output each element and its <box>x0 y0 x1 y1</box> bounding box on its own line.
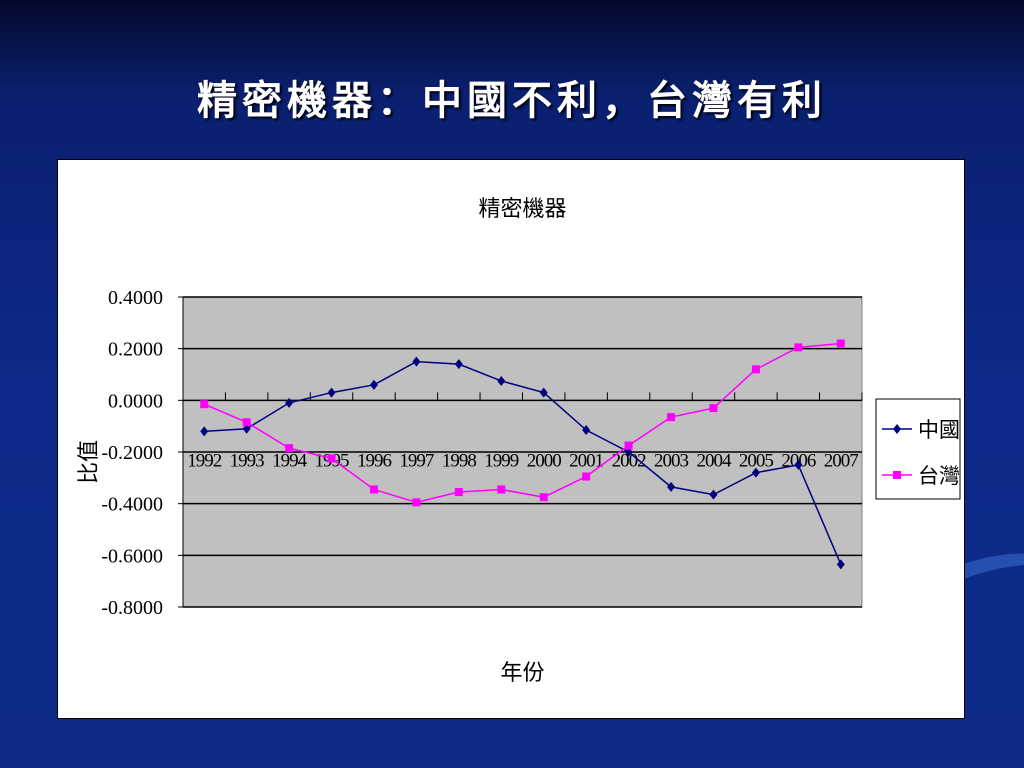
chart-title: 精密機器 <box>478 197 566 222</box>
data-point <box>200 426 209 437</box>
y-tick-label: -0.2000 <box>101 442 163 464</box>
data-point <box>285 444 294 453</box>
x-tick-label: 2005 <box>739 450 774 471</box>
chart-panel: 精密機器 0.4000 0.2000 0.0000 -0.2000 -0.4000 -0.6… <box>57 159 965 719</box>
data-point <box>836 559 845 570</box>
x-tick-label: 2002 <box>612 450 647 471</box>
x-tick-label: 1999 <box>484 450 519 471</box>
data-point <box>242 418 251 427</box>
y-tick-label: -0.4000 <box>101 494 163 516</box>
y-tick-label: 0.4000 <box>108 287 163 309</box>
y-tick-label: -0.6000 <box>101 545 163 567</box>
data-point <box>369 379 378 390</box>
series-line-1 <box>204 360 842 565</box>
data-point <box>497 375 506 386</box>
x-tick-label: 1992 <box>187 450 222 471</box>
x-tick-label: 2007 <box>824 450 859 471</box>
slide-title: 精密機器：中國不利，台灣有利 <box>197 77 827 124</box>
x-tick-label: 1998 <box>442 450 477 471</box>
x-tick-label: 1994 <box>272 450 308 471</box>
x-tick-label: 1993 <box>230 450 265 471</box>
y-tick-label: 0.2000 <box>108 339 163 361</box>
legend-marker <box>893 424 901 434</box>
x-tick-label: 2001 <box>569 450 604 471</box>
x-axis-title: 年份 <box>500 661 544 686</box>
y-tick-label: -0.8000 <box>101 597 163 619</box>
data-point <box>497 485 506 494</box>
data-point <box>454 488 463 497</box>
data-point <box>794 459 803 470</box>
data-point <box>582 425 591 436</box>
legend-box <box>875 398 961 500</box>
x-tick-label: 1997 <box>399 450 434 471</box>
data-point <box>667 481 676 492</box>
data-point <box>794 343 803 352</box>
data-point <box>285 397 294 408</box>
data-point <box>751 365 760 374</box>
series-line-2 <box>203 342 841 504</box>
data-point <box>369 485 378 494</box>
data-point <box>709 404 718 413</box>
data-point <box>582 472 591 481</box>
legend-label: 台灣 <box>918 464 960 488</box>
data-point <box>836 339 845 348</box>
data-point <box>454 359 463 370</box>
x-tick-label: 2003 <box>654 450 689 471</box>
y-axis-title: 比值 <box>77 440 102 484</box>
x-tick-label: 1996 <box>357 450 392 471</box>
data-point <box>709 489 718 500</box>
data-point <box>412 498 421 507</box>
data-point <box>200 400 209 409</box>
line-chart: 精密機器 0.4000 0.2000 0.0000 -0.2000 -0.4000 -0.6… <box>77 197 961 686</box>
legend-marker <box>893 471 901 479</box>
data-point <box>412 356 421 367</box>
data-point <box>667 413 676 422</box>
data-point <box>539 387 548 398</box>
x-tick-label: 2004 <box>696 450 732 471</box>
data-point <box>624 441 633 450</box>
data-point <box>327 454 336 463</box>
legend-label: 中國 <box>918 418 960 442</box>
x-tick-label: 2000 <box>527 450 562 471</box>
data-point <box>751 467 760 478</box>
data-point <box>327 387 336 398</box>
data-point <box>539 493 548 502</box>
y-tick-label: 0.0000 <box>108 390 163 412</box>
